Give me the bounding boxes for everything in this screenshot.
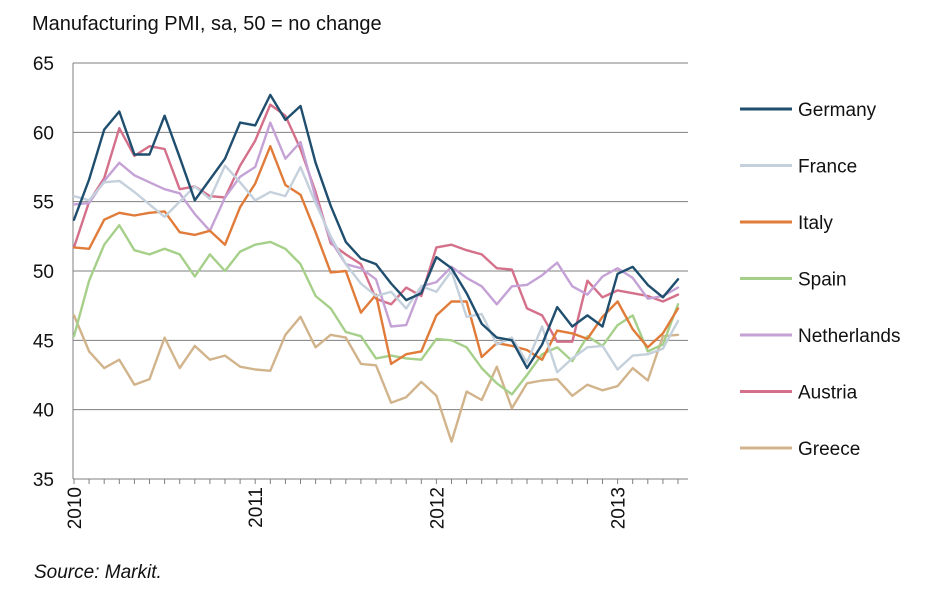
series-line-greece bbox=[72, 314, 680, 443]
x-tick-label-2011: 2011 bbox=[246, 487, 267, 528]
y-tick-label-55: 55 bbox=[33, 193, 54, 214]
series-group bbox=[72, 93, 680, 443]
y-axis: 35 40 45 50 55 60 65 bbox=[33, 54, 74, 491]
legend-label-france: France bbox=[798, 157, 857, 178]
series-line-netherlands bbox=[72, 121, 680, 328]
y-tick-label-35: 35 bbox=[33, 470, 54, 491]
y-tick-label-50: 50 bbox=[33, 262, 54, 283]
y-tick-label-65: 65 bbox=[33, 54, 54, 75]
x-tick-label-2012: 2012 bbox=[427, 487, 448, 529]
legend-label-netherlands: Netherlands bbox=[798, 326, 900, 347]
y-tick-label-40: 40 bbox=[33, 401, 54, 422]
x-axis: 2010 2011 2012 2013 bbox=[65, 478, 688, 529]
source-note: Source: Markit. bbox=[34, 562, 162, 583]
legend-label-greece: Greece bbox=[798, 439, 860, 460]
series-line-spain bbox=[72, 223, 680, 396]
legend-label-austria: Austria bbox=[798, 383, 858, 404]
legend: Germany France Italy Spain Netherlands Austri… bbox=[740, 100, 900, 460]
y-tick-label-60: 60 bbox=[33, 123, 54, 144]
y-tick-label-45: 45 bbox=[33, 331, 54, 352]
series-line-italy bbox=[72, 144, 680, 366]
chart-title: Manufacturing PMI, sa, 50 = no change bbox=[32, 13, 382, 35]
legend-label-spain: Spain bbox=[798, 270, 847, 291]
legend-label-germany: Germany bbox=[798, 100, 877, 121]
series-line-germany bbox=[72, 93, 680, 370]
series-line-austria bbox=[72, 103, 680, 343]
x-tick-label-2013: 2013 bbox=[609, 487, 630, 529]
x-tick-label-2010: 2010 bbox=[65, 487, 86, 529]
series-line-france bbox=[72, 164, 680, 374]
legend-label-italy: Italy bbox=[798, 213, 833, 234]
